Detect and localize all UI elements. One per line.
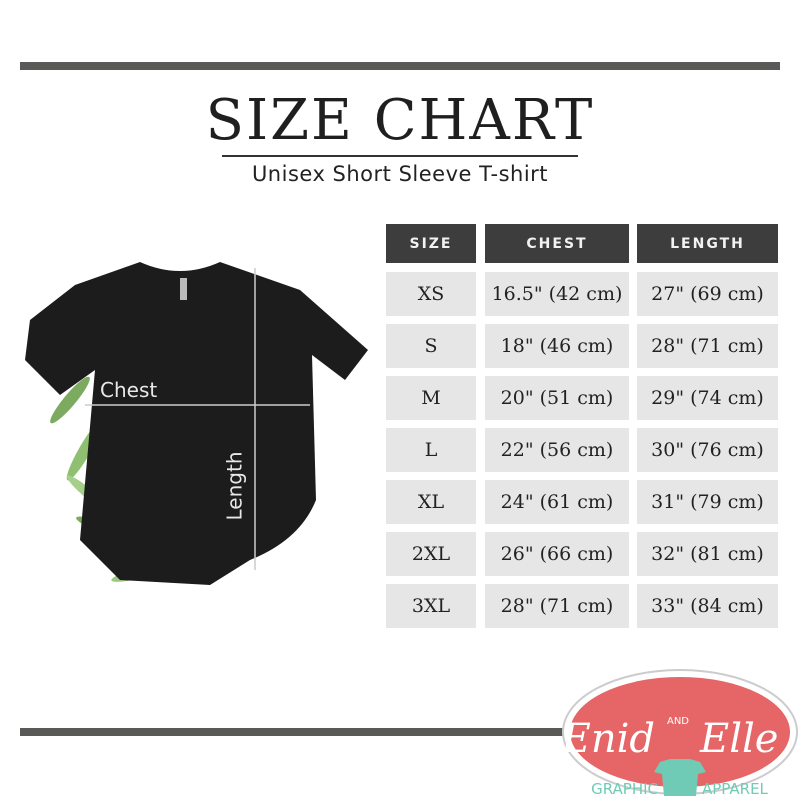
svg-text:APPAREL: APPAREL — [702, 780, 769, 798]
column-header-length: LENGTH — [637, 224, 778, 263]
column-header-size: SIZE — [386, 224, 476, 263]
cell-length: 31" (79 cm) — [637, 480, 778, 524]
cell-chest: 16.5" (42 cm) — [485, 272, 629, 316]
cell-size: S — [386, 324, 476, 368]
cell-size: XS — [386, 272, 476, 316]
cell-size: XL — [386, 480, 476, 524]
svg-text:Elle: Elle — [699, 716, 778, 762]
cell-length: 29" (74 cm) — [637, 376, 778, 420]
cell-size: M — [386, 376, 476, 420]
svg-text:GRAPHIC: GRAPHIC — [591, 780, 658, 798]
cell-chest: 18" (46 cm) — [485, 324, 629, 368]
bottom-divider — [20, 728, 580, 736]
length-label: Length — [222, 451, 247, 521]
cell-chest: 22" (56 cm) — [485, 428, 629, 472]
cell-length: 33" (84 cm) — [637, 584, 778, 628]
cell-chest: 20" (51 cm) — [485, 376, 629, 420]
column-header-chest: CHEST — [485, 224, 629, 263]
cell-chest: 24" (61 cm) — [485, 480, 629, 524]
cell-length: 27" (69 cm) — [637, 272, 778, 316]
cell-size: 3XL — [386, 584, 476, 628]
cell-chest: 28" (71 cm) — [485, 584, 629, 628]
cell-size: L — [386, 428, 476, 472]
cell-length: 28" (71 cm) — [637, 324, 778, 368]
chest-label: Chest — [100, 378, 158, 402]
top-divider — [20, 62, 780, 70]
cell-length: 30" (76 cm) — [637, 428, 778, 472]
tshirt-diagram — [25, 262, 368, 585]
page-subtitle: Unisex Short Sleeve T-shirt — [251, 162, 549, 186]
cell-length: 32" (81 cm) — [637, 532, 778, 576]
svg-text:AND: AND — [667, 716, 689, 727]
cell-chest: 26" (66 cm) — [485, 532, 629, 576]
title-underline — [222, 155, 578, 157]
enid-and-elle-logo: Enid AND Elle GRAPHIC APPAREL — [561, 669, 798, 798]
page-title: SIZE CHART — [205, 88, 595, 153]
svg-text:Enid: Enid — [561, 716, 655, 762]
tshirt-icon — [25, 262, 368, 585]
cell-size: 2XL — [386, 532, 476, 576]
